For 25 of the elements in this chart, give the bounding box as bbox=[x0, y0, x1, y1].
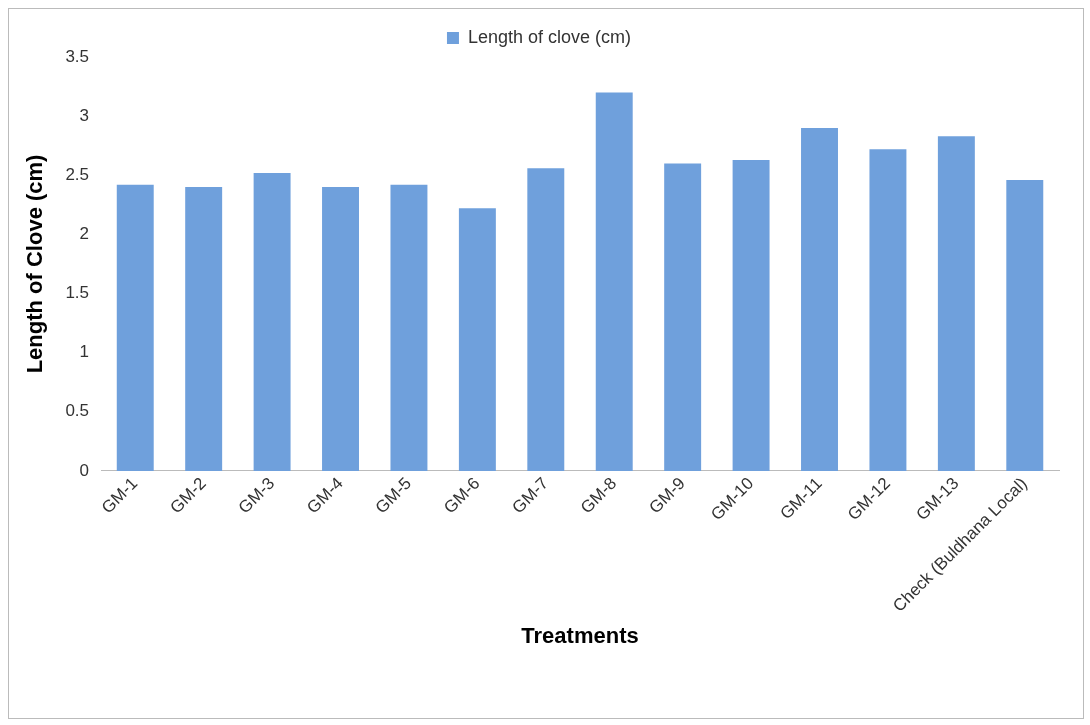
y-tick-label: 3 bbox=[79, 105, 90, 125]
bar bbox=[390, 184, 428, 471]
y-tick-label: 2.5 bbox=[65, 164, 90, 184]
y-tick-label: 1 bbox=[79, 342, 90, 362]
bar bbox=[1006, 179, 1044, 471]
y-tick-label: 2 bbox=[79, 224, 90, 244]
bar bbox=[458, 208, 496, 471]
bar bbox=[185, 187, 223, 471]
bar bbox=[801, 127, 838, 471]
bar bbox=[595, 92, 633, 471]
y-axis-title: Length of Clove (cm) bbox=[22, 154, 48, 374]
bar bbox=[116, 184, 154, 471]
legend-label: Length of clove (cm) bbox=[467, 26, 632, 47]
bar bbox=[937, 136, 975, 471]
y-tick-label: 0.5 bbox=[65, 401, 90, 421]
bar bbox=[664, 163, 702, 471]
bar bbox=[253, 172, 291, 471]
bar bbox=[527, 168, 565, 471]
y-tick-label: 0 bbox=[79, 460, 90, 480]
bar bbox=[869, 149, 907, 471]
bar bbox=[322, 187, 359, 471]
y-tick-label: 1.5 bbox=[65, 283, 90, 303]
x-axis-title: Treatments bbox=[521, 622, 639, 648]
bar bbox=[732, 159, 770, 471]
y-tick-label: 3.5 bbox=[65, 46, 90, 66]
